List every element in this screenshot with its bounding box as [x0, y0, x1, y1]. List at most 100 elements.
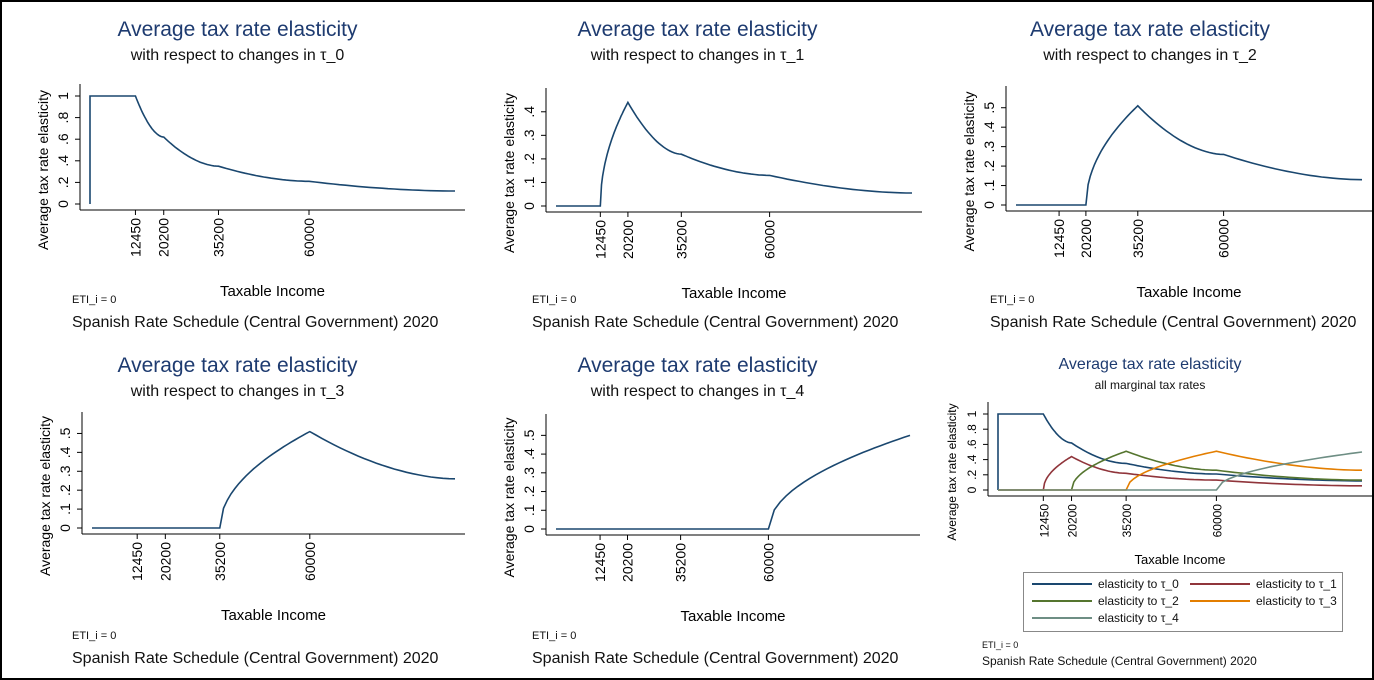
y-axis-label: Average tax rate elasticity — [37, 416, 53, 576]
x-tick-label: 60000 — [302, 542, 318, 581]
legend-swatch — [1032, 600, 1092, 602]
chart-svg: 0 .2 .4 .6 .8 1 12450 20200 35200 60000 Taxable In… — [945, 402, 1372, 567]
x-tick-label: 35200 — [1120, 504, 1134, 538]
x-tick-label: 60000 — [1216, 219, 1232, 258]
y-tick-label: .6 — [55, 133, 71, 145]
y-axis-label: Average tax rate elasticity — [945, 403, 959, 540]
y-axis-label: Average tax rate elasticity — [961, 91, 977, 251]
x-tick-label: 60000 — [301, 218, 317, 257]
chart-svg: 0 .1 .2 .3 .4 .5 12450 20200 35200 60000 Taxable I… — [961, 86, 1372, 301]
y-axis-label: Average tax rate elasticity — [501, 93, 517, 253]
legend-label: elasticity to τ_1 — [1256, 577, 1337, 591]
x-tick-label: 20200 — [1066, 504, 1080, 538]
chart-title: Average tax rate elasticity — [1029, 18, 1271, 41]
x-tick-label: 60000 — [760, 543, 776, 582]
schedule-note: Spanish Rate Schedule (Central Governmen… — [990, 314, 1357, 331]
y-tick-label: .5 — [521, 429, 537, 441]
x-tick-label: 60000 — [1210, 504, 1224, 538]
series-line-0 — [89, 95, 455, 204]
x-tick-label: 35200 — [212, 542, 228, 581]
schedule-note: Spanish Rate Schedule (Central Governmen… — [72, 650, 439, 667]
y-tick-label: .3 — [521, 467, 537, 479]
x-tick-label: 12450 — [1037, 504, 1051, 538]
x-tick-label: 12450 — [592, 543, 608, 582]
y-tick-label: .1 — [981, 179, 997, 191]
x-axis-label: Taxable Income — [220, 283, 325, 300]
y-tick-label: .3 — [57, 465, 73, 477]
legend-item: elasticity to τ_2 — [1032, 594, 1179, 608]
chart-panel-5: Average tax rate elasticity all marginal … — [928, 348, 1372, 678]
x-tick-label: 20200 — [157, 542, 173, 581]
series-line-2 — [998, 450, 1362, 491]
x-tick-label: 35200 — [210, 218, 226, 257]
y-tick-label: .3 — [981, 141, 997, 153]
chart-panel-4: Average tax rate elasticity with respect … — [470, 348, 925, 678]
x-tick-label: 20200 — [156, 218, 172, 257]
chart-svg: 0 .1 .2 .3 .4 .5 12450 20200 35200 60000 Taxable I… — [37, 412, 465, 624]
chart-subtitle: all marginal tax rates — [1094, 378, 1206, 392]
y-tick-label: 0 — [981, 201, 997, 209]
schedule-note: Spanish Rate Schedule (Central Governmen… — [72, 314, 439, 331]
y-tick-label: .4 — [521, 106, 537, 118]
y-tick-label: .2 — [521, 153, 537, 165]
series-line-0 — [556, 100, 912, 207]
eti-note: ETI_i = 0 — [982, 640, 1019, 650]
x-tick-label: 20200 — [620, 220, 636, 259]
x-tick-label: 60000 — [762, 220, 778, 259]
eti-note: ETI_i = 0 — [990, 294, 1035, 306]
legend-label: elasticity to τ_0 — [1098, 577, 1179, 591]
chart-subtitle: with respect to changes in τ_3 — [130, 383, 345, 400]
y-tick-label: .1 — [521, 176, 537, 188]
x-tick-label: 20200 — [1078, 219, 1094, 258]
chart-subtitle: with respect to changes in τ_2 — [1043, 47, 1257, 64]
y-tick-label: .1 — [57, 503, 73, 515]
y-tick-label: .8 — [965, 424, 979, 434]
series-line-1 — [998, 455, 1362, 491]
x-axis-label: Taxable Income — [1134, 552, 1225, 567]
schedule-note: Spanish Rate Schedule (Central Governmen… — [982, 654, 1257, 668]
y-tick-label: 0 — [55, 200, 71, 208]
legend-item: elasticity to τ_1 — [1190, 577, 1337, 591]
x-tick-label: 20200 — [620, 543, 636, 582]
y-tick-label: .2 — [981, 160, 997, 172]
y-tick-label: 1 — [965, 410, 979, 417]
chart-subtitle: with respect to changes in τ_4 — [590, 383, 805, 400]
chart-panel-0: Average tax rate elasticity with respect … — [10, 12, 465, 342]
eti-note: ETI_i = 0 — [532, 630, 577, 642]
x-axis-label: Taxable Income — [680, 608, 785, 625]
series-line-3 — [998, 450, 1362, 491]
legend-item: elasticity to τ_0 — [1032, 577, 1179, 591]
y-tick-label: .4 — [521, 448, 537, 460]
series-line-0 — [92, 430, 456, 529]
legend-item: elasticity to τ_4 — [1032, 611, 1179, 625]
series-line-4 — [998, 451, 1363, 491]
schedule-note: Spanish Rate Schedule (Central Governmen… — [532, 314, 899, 331]
chart-title: Average tax rate elasticity — [1058, 356, 1242, 373]
y-tick-label: .2 — [57, 484, 73, 496]
y-tick-label: .4 — [55, 155, 71, 167]
chart-title: Average tax rate elasticity — [577, 18, 818, 41]
legend-swatch — [1190, 583, 1250, 585]
legend-label: elasticity to τ_3 — [1256, 594, 1337, 608]
y-tick-label: .5 — [981, 102, 997, 114]
y-axis-label: Average tax rate elasticity — [35, 90, 51, 250]
y-tick-label: .2 — [965, 469, 979, 479]
legend-label: elasticity to τ_4 — [1098, 611, 1179, 625]
schedule-note: Spanish Rate Schedule (Central Governmen… — [532, 650, 899, 667]
x-tick-label: 35200 — [673, 543, 689, 582]
y-tick-label: .3 — [521, 129, 537, 141]
y-tick-label: .2 — [55, 176, 71, 188]
y-tick-label: .1 — [521, 504, 537, 516]
legend-label: elasticity to τ_2 — [1098, 594, 1179, 608]
chart-svg: 0 .1 .2 .3 .4 .5 12450 20200 35200 60000 Taxable I… — [501, 414, 920, 625]
x-tick-label: 12450 — [1051, 219, 1067, 258]
chart-title: Average tax rate elasticity — [117, 354, 358, 377]
legend-swatch — [1032, 617, 1092, 619]
y-axis-label: Average tax rate elasticity — [501, 417, 517, 577]
x-axis-label: Taxable Income — [1136, 284, 1241, 301]
y-tick-label: .6 — [965, 439, 979, 449]
y-tick-label: .4 — [57, 446, 73, 458]
eti-note: ETI_i = 0 — [72, 294, 117, 306]
